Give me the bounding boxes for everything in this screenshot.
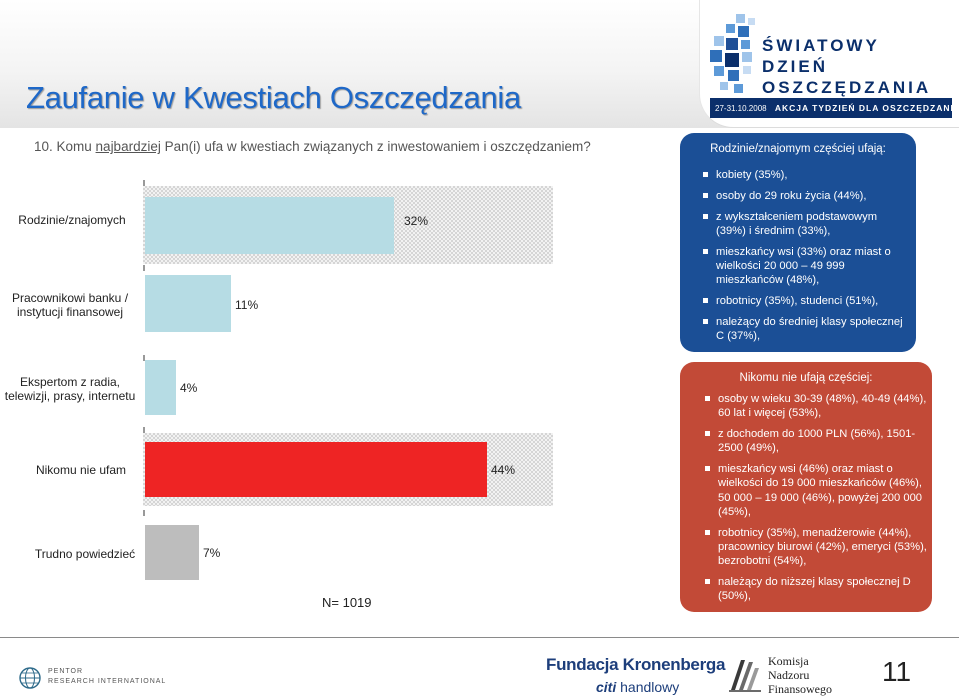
trust-panel: Rodzinie/znajomym częściej ufają: kobiet… (680, 133, 916, 363)
knf-line-2: Nadzoru (768, 667, 810, 682)
fundacja-kronenberga-logo: Fundacja Kronenberga (546, 655, 726, 674)
pentor-line-2: RESEARCH INTERNATIONAL (48, 677, 167, 685)
distrust-list: osoby w wieku 30-39 (48%), 40-49 (44%), … (705, 392, 928, 645)
citi-word: citi (596, 679, 617, 695)
value-label: 7% (203, 546, 221, 560)
list-item: osoby w wieku 30-39 (48%), 40-49 (44%), … (705, 393, 927, 420)
bar-ekspertom (145, 360, 176, 415)
category-label: Pracownikowi banku / instytucji finansow… (11, 291, 129, 320)
category-label: Trudno powiedzieć (34, 547, 136, 561)
logo-bar: 27-31.10.2008 AKCJA TYDZIEŃ DLA OSZCZĘDZ… (710, 98, 959, 118)
bar-rodzinie-znajomych (145, 197, 394, 254)
bar-trudno-powiedziec (145, 525, 199, 580)
list-item: robotnicy (35%), studenci (51%), (703, 294, 906, 308)
value-label: 44% (491, 463, 516, 477)
axis-tick (143, 510, 145, 516)
list-item: mieszkańcy wsi (33%) oraz miast o wielko… (703, 245, 906, 288)
logo-squares-icon (710, 14, 755, 93)
category-label: Rodzinie/znajomych (18, 213, 126, 227)
logo-date: 27-31.10.2008 (715, 104, 767, 113)
pentor-logo: PENTOR RESEARCH INTERNATIONAL (18, 666, 165, 690)
bar-nikomu-nie-ufam (145, 442, 487, 497)
swiatowy-dzien-oszczedzania-logo: ŚWIATOWY DZIEŃ OSZCZĘDZANIA 27-31.10.200… (699, 0, 959, 128)
citi-handlowy-logo: citi handlowy (596, 679, 679, 695)
logo-slogan: AKCJA TYDZIEŃ DLA OSZCZĘDZANIA (774, 103, 959, 113)
question-pre: 10. Komu (34, 139, 96, 154)
list-item: osoby do 29 roku życia (44%), (703, 189, 906, 203)
trust-list: kobiety (35%), osoby do 29 roku życia (4… (703, 168, 906, 371)
question-underlined: najbardziej (95, 139, 161, 154)
list-item: należący do średniej klasy społecznej C … (703, 315, 906, 343)
pentor-globe-icon (19, 667, 41, 689)
list-item: z dochodem do 1000 PLN (56%), 1501-2500 … (705, 427, 928, 455)
page-title: Zaufanie w Kwestiach Oszczędzania (26, 80, 521, 115)
logo-line-2: DZIEŃ (762, 57, 828, 76)
pentor-text: PENTOR RESEARCH INTERNATIONAL (48, 667, 166, 687)
bar-pracownikowi-banku (145, 275, 231, 332)
knf-line-3: Finansowego (768, 681, 832, 696)
list-item: mieszkańcy wsi (46%) oraz miast o wielko… (705, 462, 928, 519)
list-item: dojrzali (43%), swojacy (51%) i sfrustro… (705, 610, 928, 638)
value-label: 32% (404, 214, 429, 228)
list-item: z wykształceniem podstawowym (39%) i śre… (703, 210, 906, 238)
list-item: kobiety (35%), (703, 168, 906, 182)
logo-line-1: ŚWIATOWY (762, 36, 880, 55)
axis-tick (143, 355, 145, 361)
value-label: 11% (235, 298, 259, 312)
knf-emblem-icon (729, 660, 761, 692)
footer-divider (0, 637, 959, 638)
distrust-panel-title: Nikomu nie ufają częściej: (739, 372, 873, 384)
list-item: robotnicy (35%), menadżerowie (44%), pra… (705, 526, 927, 567)
axis-tick (143, 427, 145, 433)
knf-line-1: Komisja (768, 654, 809, 668)
handlowy-word: handlowy (620, 679, 680, 695)
axis-tick (143, 180, 145, 186)
sample-size-label: N= 1019 (322, 595, 372, 610)
distrust-panel: Nikomu nie ufają częściej: osoby w wieku… (680, 362, 932, 637)
category-label: Nikomu nie ufam (35, 463, 127, 477)
value-label: 4% (180, 381, 198, 395)
logo-line-3: OSZCZĘDZANIA (762, 78, 932, 97)
question-post: Pan(i) ufa w kwestiach związanych z inwe… (160, 139, 591, 154)
knf-text: Komisja Nadzoru Finansowego (768, 654, 832, 697)
category-label: Ekspertom z radia, telewizji, prasy, int… (4, 375, 136, 404)
axis-tick (143, 265, 145, 271)
list-item: należący do niższej klasy społecznej D (… (705, 575, 928, 603)
trust-panel-title: Rodzinie/znajomym częściej ufają: (710, 143, 886, 155)
pentor-line-1: PENTOR (48, 668, 84, 675)
list-item: swojacy (37%) i zdobywcy (40%). (703, 350, 906, 364)
question-text: 10. Komu najbardziej Pan(i) ufa w kwesti… (34, 139, 591, 154)
page-number: 11 (882, 656, 912, 687)
